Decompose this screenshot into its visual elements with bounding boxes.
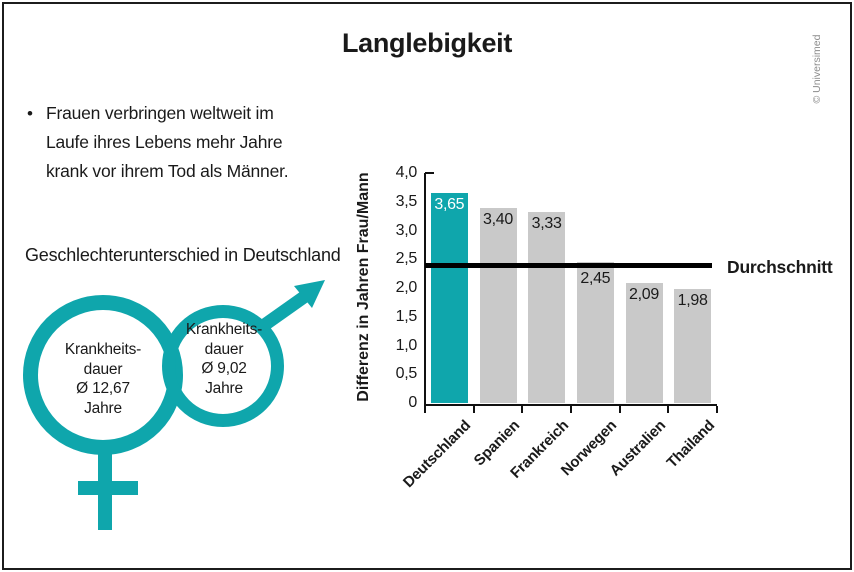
y-tick-label: 1,5 [395, 307, 418, 325]
x-axis-tick [618, 406, 621, 413]
x-axis-tick [424, 406, 426, 413]
male-label-line: Ø 9,02 [201, 360, 247, 377]
x-axis-tick [521, 406, 524, 413]
category-label: Thailand [663, 417, 718, 472]
y-tick-label: 2,5 [395, 250, 418, 268]
bar [479, 207, 517, 403]
bar-value-label: 3,65 [434, 196, 465, 214]
bar-value-label: 2,45 [580, 270, 611, 287]
bar [674, 289, 712, 403]
y-tick-label: 2,0 [395, 279, 418, 296]
section-subtitle: Geschlechterunterschied in Deutschland [25, 245, 341, 265]
female-label-line: Krankheits- [64, 341, 142, 358]
y-tick-label: 0,5 [395, 365, 418, 383]
intro-line: Frauen verbringen weltweit im [45, 103, 274, 123]
gender-symbols-graphic [23, 280, 325, 530]
y-tick-label: 0 [408, 394, 417, 411]
female-label-line: Ø 12,67 [76, 380, 130, 397]
intro-bullet-block: • Frauen verbringen weltweit im Laufe ih… [27, 99, 289, 186]
male-symbol-icon [162, 305, 284, 427]
bar [576, 262, 614, 403]
x-axis-line [424, 404, 717, 406]
male-label-line: Jahre [205, 379, 243, 397]
bullet-dot: • [27, 104, 33, 123]
male-arrow-stem [259, 291, 308, 332]
y-tick-label: 4,0 [395, 164, 418, 181]
y-tick-label: 1,0 [395, 336, 418, 354]
intro-line: Laufe ihres Lebens mehr Jahre [45, 132, 283, 152]
bar [625, 282, 663, 403]
y-tick-label: 3,5 [395, 192, 418, 210]
x-axis-tick [570, 406, 572, 413]
bar [528, 211, 566, 403]
bar-value-label: 1,98 [677, 292, 708, 310]
x-axis-tick [716, 406, 718, 413]
y-axis-line [424, 173, 426, 411]
average-line [425, 263, 712, 268]
intro-line: krank vor ihrem Tod als Männer. [45, 161, 289, 181]
female-duration-label: Krankheits- dauer Ø 12,67 Jahre [45, 340, 161, 418]
y-axis-top-tick [425, 172, 434, 174]
y-tick-label: 3,0 [395, 221, 418, 239]
male-label-line: Krankheits- [185, 321, 263, 338]
bar-value-label: 3,40 [483, 210, 513, 228]
page-title: Langlebigkeit [341, 28, 513, 58]
male-label-line: dauer [204, 340, 244, 358]
x-axis-tick [472, 406, 475, 413]
bar-value-label: 2,09 [629, 285, 659, 303]
bar [430, 193, 468, 403]
average-line-label: Durchschnitt [727, 257, 833, 277]
bar-value-label: 3,33 [531, 214, 562, 232]
female-cross-bar [78, 481, 138, 495]
female-label-line: Jahre [84, 399, 122, 417]
male-arrow-head [294, 280, 325, 308]
intro-text: Frauen verbringen weltweit im Laufe ihre… [45, 99, 289, 186]
x-axis-tick [667, 406, 670, 413]
male-duration-label: Krankheits- dauer Ø 9,02 Jahre [166, 320, 282, 398]
female-label-line: dauer [83, 360, 123, 378]
